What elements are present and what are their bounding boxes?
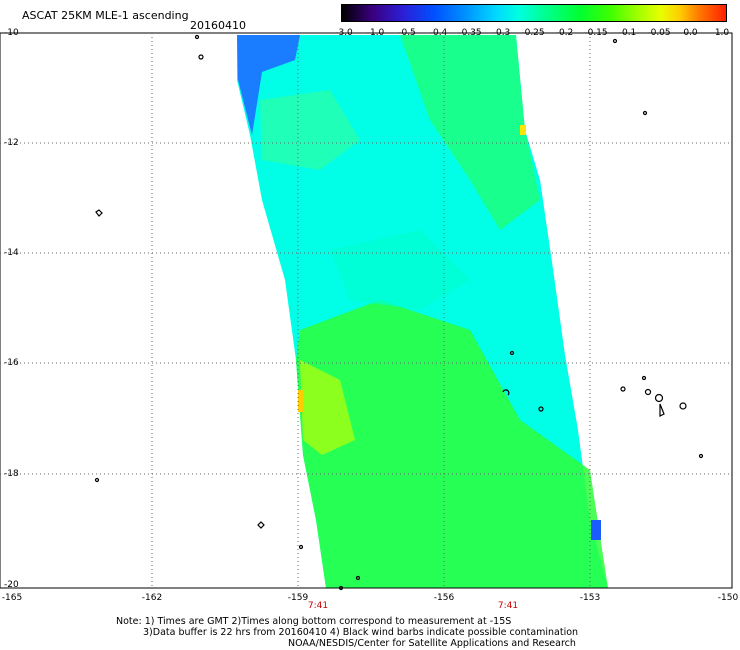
swath-blue-edge	[591, 520, 601, 540]
lon-label: -159	[287, 593, 309, 603]
swath-green-patch	[260, 90, 360, 170]
island	[95, 209, 103, 217]
swath-yellow-pixel	[520, 125, 526, 135]
lon-label: -165	[1, 593, 23, 603]
note-line-1: Note: 1) Times are GMT 2)Times along bot…	[116, 616, 512, 627]
note-line-2: 3)Data buffer is 22 hrs from 20160410 4)…	[143, 627, 579, 638]
lat-label: -14	[4, 248, 19, 258]
wind-swath	[237, 35, 608, 588]
note-line-3: NOAA/NESDIS/Center for Satellite Applica…	[288, 638, 576, 649]
island	[509, 350, 515, 356]
island	[502, 389, 510, 396]
lon-label: -153	[579, 593, 601, 603]
island	[659, 403, 665, 417]
swath-yellow-edge	[298, 390, 303, 412]
island	[257, 521, 265, 529]
island-outlines	[94, 34, 704, 591]
lat-label: -18	[4, 469, 19, 479]
island	[620, 386, 626, 392]
swath-yellowgreen-patch	[300, 360, 355, 455]
lat-label: -12	[4, 138, 19, 148]
island	[198, 54, 204, 60]
lon-label: -162	[141, 593, 163, 603]
island	[612, 38, 618, 44]
island	[94, 477, 100, 483]
time-label: 7:41	[307, 601, 329, 611]
island	[194, 34, 200, 40]
lon-label: -150	[717, 593, 739, 603]
lat-label: -16	[4, 358, 19, 368]
island	[641, 375, 647, 381]
island	[644, 388, 652, 396]
island	[642, 110, 648, 116]
island	[538, 406, 544, 412]
lat-label: -20	[4, 580, 19, 590]
lon-label: -156	[433, 593, 455, 603]
colorbar	[341, 4, 727, 22]
map-frame	[0, 32, 733, 589]
swath-cyan-patch	[330, 230, 470, 310]
island	[338, 585, 344, 591]
island	[698, 453, 704, 459]
island	[654, 393, 664, 403]
product-title: ASCAT 25KM MLE-1 ascending	[22, 9, 189, 22]
time-label: 7:41	[497, 601, 519, 611]
island	[679, 402, 687, 410]
island	[355, 575, 361, 581]
swath-green-north	[400, 35, 540, 230]
graticule	[0, 33, 732, 588]
product-date: 20160410	[190, 19, 246, 32]
island	[298, 544, 304, 550]
swath-green-south	[296, 300, 608, 588]
swath-blue-region	[237, 35, 300, 135]
lat-label: -10	[4, 28, 19, 38]
